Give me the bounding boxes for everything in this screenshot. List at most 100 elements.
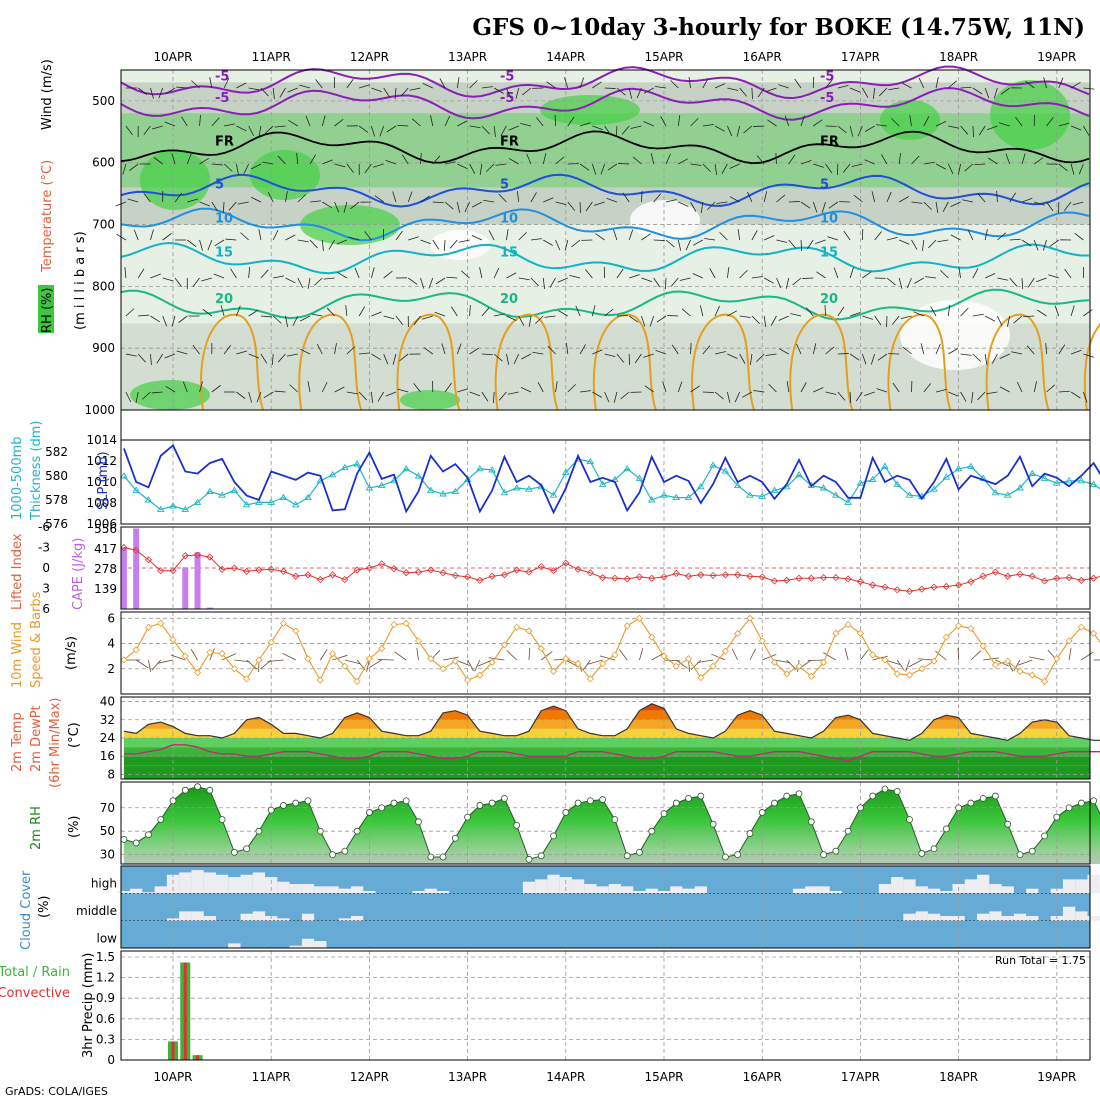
thickness-point (991, 488, 1000, 496)
cloud-high-cell (903, 879, 916, 894)
wind-barb (940, 270, 949, 279)
isotherm-label: 15 (820, 246, 838, 261)
sounding-panel: 500 600 700 800 900 1000 -5 -5 -5 -5 -5 -5 FR FR FR 5 5 5… (84, 65, 1100, 441)
wind-barb (751, 230, 758, 241)
wind-barb (125, 125, 133, 136)
isotherm-label: FR (820, 134, 839, 149)
wind-barb (336, 239, 347, 245)
wind-barb (901, 82, 912, 89)
wind-barb (802, 277, 814, 279)
li-point (844, 575, 852, 583)
wind-barb (309, 154, 317, 165)
wind-barb (485, 163, 495, 172)
wind-barb (224, 123, 235, 127)
wind10-point (193, 668, 202, 677)
precip-ytick: 0 (107, 1053, 115, 1067)
wind-barb (592, 125, 603, 130)
rh2m-point (992, 792, 999, 800)
wind-barb (260, 269, 269, 279)
wind-barb (685, 239, 691, 251)
wind10-units: (m/s) (64, 636, 79, 670)
wind-barb (579, 344, 586, 355)
wind-barb (201, 277, 212, 282)
wind-barb (483, 199, 495, 203)
wind10-barb (366, 659, 370, 672)
wind-barb (518, 277, 530, 281)
cloud-label: Cloud Cover (19, 870, 34, 950)
wind-barb (162, 233, 172, 241)
wind-barb (950, 201, 961, 208)
wind-barb (285, 191, 288, 203)
wind-barb (763, 191, 768, 203)
wind-barb (984, 87, 990, 99)
thickness-point (856, 479, 865, 486)
rh2m-point (488, 799, 496, 807)
wind-barb (456, 77, 460, 89)
wind-barb (987, 157, 998, 165)
wind-barb (870, 353, 876, 365)
rh2m-point (132, 839, 140, 847)
wind-barb (692, 273, 703, 279)
wind-barb (258, 229, 262, 241)
wind-barb (334, 386, 345, 393)
thickness-point (181, 505, 190, 513)
wind-barb (493, 353, 503, 362)
wind-barb (481, 353, 493, 356)
temp-band (123, 756, 1090, 766)
rh2m-point (464, 813, 472, 821)
wind-barb (374, 195, 384, 203)
wind-barb (864, 391, 875, 396)
wind-barb (309, 239, 318, 249)
wind-barb (142, 391, 151, 400)
run-total: Run Total = 1.75 (995, 954, 1086, 967)
wind10-barb (731, 648, 739, 661)
rh2m-point (685, 795, 692, 802)
wind-barb (751, 87, 753, 100)
wind-barb (321, 239, 324, 251)
wind-barb (1021, 197, 1033, 203)
li-point (807, 574, 815, 582)
wind-barb (918, 77, 925, 89)
wind-barb (653, 277, 661, 288)
wind-barb (594, 201, 605, 206)
cloud-high-cell (596, 886, 609, 894)
precip-frame (120, 950, 1091, 1061)
wind-barb (334, 163, 346, 168)
wind-barb (122, 163, 127, 175)
cape-bar (133, 528, 140, 609)
cloud-cover-panel: high middle low (76, 865, 1100, 949)
wind-barb (262, 161, 274, 165)
wind-barb (997, 232, 1006, 241)
rh2m-point (1041, 832, 1048, 840)
wind-barb (1045, 342, 1047, 355)
wind10-point (758, 637, 766, 645)
wind-barb (383, 315, 395, 320)
wind10-barb (619, 649, 628, 661)
temp-contour-25 (298, 313, 363, 411)
wind-barb (665, 153, 671, 165)
isotherm-label: 15 (500, 246, 518, 261)
li-ytick: 0 (42, 561, 50, 575)
li-point (513, 566, 521, 574)
wind-barb (753, 390, 765, 393)
wind-barb (888, 87, 900, 91)
wind-barb (960, 353, 972, 356)
li-point (1090, 574, 1098, 582)
wind-barb (506, 87, 512, 99)
wind-barb (660, 116, 667, 127)
wind-barb (862, 315, 873, 320)
slp-ytick: 1012 (86, 454, 117, 468)
cloud-high-cell (1087, 874, 1100, 894)
rh2m-point (562, 809, 570, 816)
wind-barb (176, 86, 188, 89)
dewpt-line (123, 744, 1100, 762)
cloud-high-cell (915, 886, 928, 894)
wind-barb (371, 391, 373, 403)
minmax-label: (6hr Min/Max) (48, 698, 63, 788)
temp-contour-25 (200, 313, 264, 411)
li-point (746, 572, 754, 580)
wind-barb (906, 277, 912, 289)
wind-barb (555, 156, 565, 165)
wind-barb (776, 239, 788, 243)
rh2m-units: (%) (67, 816, 82, 839)
